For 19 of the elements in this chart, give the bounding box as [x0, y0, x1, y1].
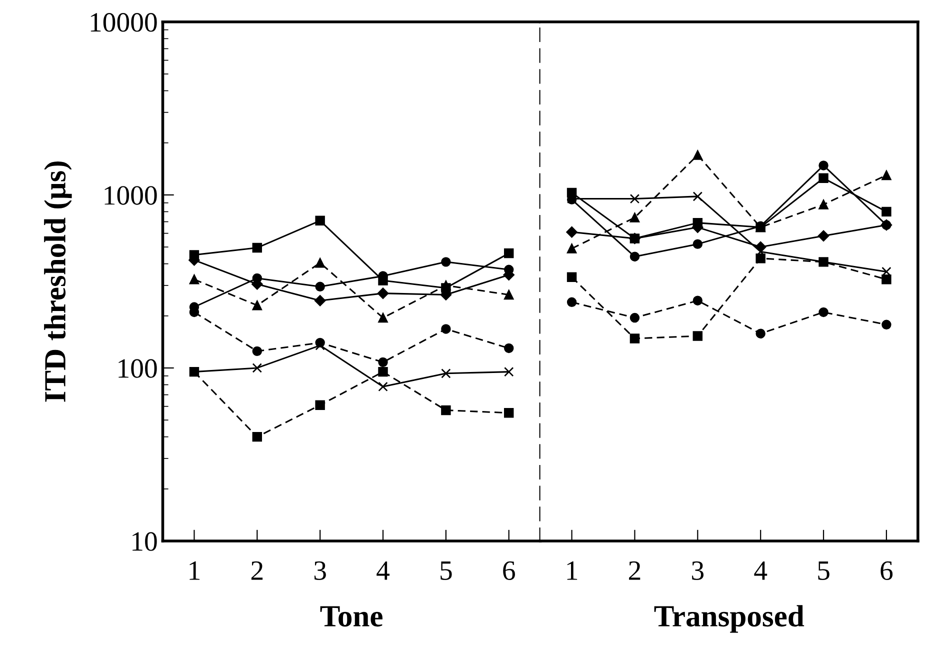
x-tick-label: 6 [503, 561, 515, 580]
x-tick-label: 5 [440, 562, 452, 580]
y-tick-label: 10 [132, 532, 157, 551]
x-axis-title: Tone [320, 606, 382, 627]
x-tick-label: 3 [314, 561, 326, 580]
x-tick-label: 4 [376, 561, 390, 580]
x-tick-label: 1 [567, 561, 578, 580]
x-axis-title: Transposed [654, 605, 804, 633]
y-axis-title: ITD threshold (μs) [44, 161, 72, 402]
x-tick-label: 2 [629, 561, 640, 580]
x-tick-label: 2 [251, 561, 263, 580]
x-tick-label: 6 [880, 561, 893, 580]
y-tick-label: 10000 [90, 13, 157, 32]
x-tick-label: 1 [190, 561, 200, 580]
x-tick-label: 4 [754, 561, 768, 580]
y-tick-label: 100 [118, 359, 157, 378]
x-tick-label: 3 [692, 561, 704, 580]
x-tick-label: 5 [818, 562, 830, 580]
y-tick-label: 1000 [104, 186, 157, 205]
